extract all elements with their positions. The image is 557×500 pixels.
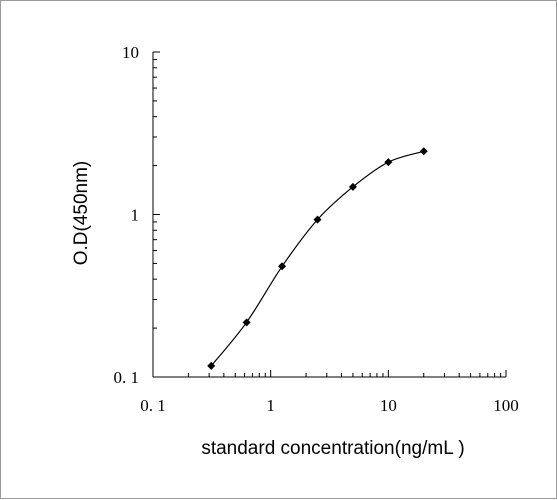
tick-labels: 0. 1 1 10 100 0. 1 1 10 [114, 43, 519, 415]
data-point [207, 361, 216, 370]
x-tick-label: 10 [380, 396, 397, 415]
data-point [384, 158, 393, 167]
axes [152, 52, 506, 378]
y-tick-label: 1 [131, 206, 140, 225]
x-tick-label: 1 [266, 396, 275, 415]
data-point [242, 318, 251, 327]
x-tick-label: 0. 1 [140, 396, 166, 415]
x-axis-title: standard concentration(ng/mL ) [201, 438, 464, 459]
y-axis-title: O.D(450nm) [71, 161, 92, 266]
curve [210, 150, 424, 367]
data-point [278, 262, 287, 271]
x-tick-label: 100 [493, 396, 519, 415]
data-point [419, 147, 428, 156]
y-tick-label: 10 [122, 43, 139, 62]
y-tick-label: 0. 1 [114, 368, 140, 387]
data-point [313, 215, 322, 224]
series-line [210, 150, 424, 367]
data-points [207, 147, 428, 370]
data-point [348, 182, 357, 191]
ticks [152, 51, 507, 378]
